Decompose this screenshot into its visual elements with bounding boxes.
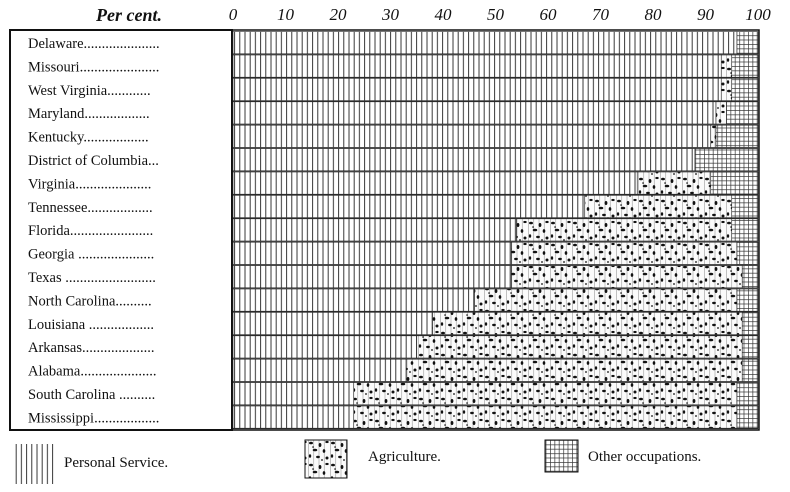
category-label-tennessee: Tennessee.................. bbox=[28, 200, 153, 216]
bar-florida-other-occupations bbox=[731, 218, 759, 242]
bar-rows bbox=[232, 31, 759, 430]
tick-label-100: 100 bbox=[745, 5, 771, 24]
tick-label-40: 40 bbox=[435, 5, 453, 24]
bar-georgia-other-occupations bbox=[736, 241, 759, 265]
category-label-georgia: Georgia ..................... bbox=[28, 247, 154, 263]
tick-label-30: 30 bbox=[381, 5, 400, 24]
bar-delaware-other-occupations bbox=[736, 31, 759, 55]
bar-west-virginia-agriculture bbox=[720, 78, 733, 101]
bar-georgia-agriculture bbox=[510, 241, 738, 265]
bar-north-carolina-agriculture bbox=[474, 288, 738, 312]
legend-swatch-personal bbox=[14, 444, 56, 484]
legend: Personal Service. Agriculture. Other occ… bbox=[14, 439, 701, 484]
bar-north-carolina-personal-service bbox=[232, 288, 475, 312]
bar-mississippi-personal-service bbox=[232, 405, 355, 429]
tick-label-70: 70 bbox=[592, 5, 610, 24]
x-axis-ticks: 0 10 20 30 40 50 60 70 80 90 100 bbox=[229, 5, 772, 24]
bar-tennessee-other-occupations bbox=[731, 195, 759, 218]
legend-label-other: Other occupations. bbox=[588, 449, 701, 465]
bar-florida-agriculture bbox=[516, 218, 733, 242]
bar-virginia-other-occupations bbox=[710, 171, 759, 195]
bar-alabama-agriculture bbox=[405, 358, 743, 382]
category-label-texas: Texas ......................... bbox=[28, 270, 156, 286]
tick-label-10: 10 bbox=[277, 5, 295, 24]
bar-virginia-personal-service bbox=[232, 171, 638, 195]
bar-mississippi-agriculture bbox=[353, 405, 738, 429]
bar-louisiana-other-occupations bbox=[741, 312, 759, 335]
legend-swatch-agriculture bbox=[304, 439, 348, 479]
bar-arkansas-agriculture bbox=[416, 335, 743, 359]
bar-maryland-personal-service bbox=[232, 101, 717, 125]
bar-alabama-personal-service bbox=[232, 358, 407, 382]
bar-virginia-agriculture bbox=[636, 171, 712, 195]
bar-south-carolina-personal-service bbox=[232, 382, 355, 406]
category-label-alabama: Alabama..................... bbox=[28, 364, 156, 380]
plot-frame bbox=[231, 29, 760, 431]
bar-tennessee-personal-service bbox=[232, 195, 586, 218]
category-label-west-virginia: West Virginia............ bbox=[28, 83, 151, 99]
category-label-south-carolina: South Carolina .......... bbox=[28, 387, 155, 403]
bar-missouri-personal-service bbox=[232, 54, 722, 78]
bar-texas-other-occupations bbox=[741, 265, 759, 289]
category-labels: Delaware..................... Missouri...… bbox=[28, 36, 160, 426]
bar-arkansas-personal-service bbox=[232, 335, 418, 359]
legend-label-agriculture: Agriculture. bbox=[368, 449, 441, 465]
legend-personal-service: Personal Service. bbox=[14, 444, 168, 484]
bar-south-carolina-agriculture bbox=[353, 382, 738, 406]
bar-florida-personal-service bbox=[232, 218, 517, 242]
tick-label-80: 80 bbox=[645, 5, 663, 24]
category-label-maryland: Maryland.................. bbox=[28, 106, 150, 122]
bar-missouri-other-occupations bbox=[731, 54, 759, 78]
category-label-mississippi: Mississippi.................. bbox=[28, 410, 159, 426]
category-label-kentucky: Kentucky.................. bbox=[28, 130, 149, 146]
bar-north-carolina-other-occupations bbox=[736, 288, 759, 312]
bar-maryland-agriculture bbox=[715, 101, 727, 125]
legend-label-personal: Personal Service. bbox=[64, 455, 168, 471]
bar-louisiana-personal-service bbox=[232, 312, 433, 335]
tick-label-20: 20 bbox=[330, 5, 348, 24]
category-label-north-carolina: North Carolina.......... bbox=[28, 293, 152, 309]
legend-agriculture: Agriculture. bbox=[304, 439, 441, 479]
category-label-delaware: Delaware..................... bbox=[28, 36, 160, 52]
bar-maryland-other-occupations bbox=[726, 101, 759, 125]
bar-south-carolina-other-occupations bbox=[736, 382, 759, 406]
category-label-florida: Florida....................... bbox=[28, 223, 153, 239]
bar-west-virginia-other-occupations bbox=[731, 78, 759, 101]
bar-missouri-agriculture bbox=[720, 54, 733, 78]
category-label-virginia: Virginia..................... bbox=[28, 176, 151, 192]
bar-west-virginia-personal-service bbox=[232, 78, 722, 101]
tick-label-50: 50 bbox=[487, 5, 505, 24]
tick-label-60: 60 bbox=[540, 5, 558, 24]
bar-district-of-columbia-other-occupations bbox=[694, 148, 759, 172]
bar-kentucky-personal-service bbox=[232, 124, 712, 148]
category-label-louisiana: Louisiana .................. bbox=[28, 317, 154, 333]
bar-delaware-personal-service bbox=[232, 31, 738, 55]
tick-label-0: 0 bbox=[229, 5, 238, 24]
bar-louisiana-agriculture bbox=[432, 312, 743, 335]
bar-tennessee-agriculture bbox=[584, 195, 733, 218]
category-label-district-of-columbia: District of Columbia... bbox=[28, 153, 159, 169]
bar-texas-personal-service bbox=[232, 265, 512, 289]
legend-other-occupations: Other occupations. bbox=[544, 439, 701, 473]
bar-kentucky-agriculture bbox=[710, 124, 717, 148]
bar-arkansas-other-occupations bbox=[741, 335, 759, 359]
axis-title: Per cent. bbox=[95, 5, 162, 25]
category-label-arkansas: Arkansas.................... bbox=[28, 340, 154, 356]
legend-swatch-other bbox=[544, 439, 579, 473]
bar-district-of-columbia-personal-service bbox=[232, 148, 696, 172]
bar-alabama-other-occupations bbox=[741, 358, 759, 382]
tick-label-90: 90 bbox=[697, 5, 715, 24]
bar-georgia-personal-service bbox=[232, 241, 512, 265]
bar-mississippi-other-occupations bbox=[736, 405, 759, 429]
bar-texas-agriculture bbox=[510, 265, 743, 289]
category-label-missouri: Missouri...................... bbox=[28, 59, 159, 75]
bar-kentucky-other-occupations bbox=[715, 124, 759, 148]
